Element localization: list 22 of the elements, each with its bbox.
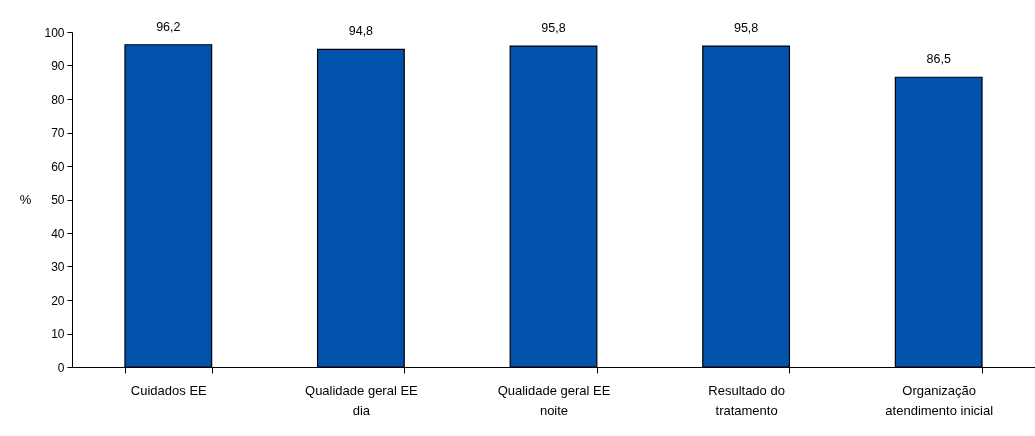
y-tick-label: 90 — [51, 59, 65, 73]
y-tick-label: 80 — [51, 92, 65, 107]
data-label: 86,5 — [926, 52, 951, 67]
data-label: 96,2 — [156, 19, 181, 34]
y-tick-label: 100 — [44, 25, 65, 40]
data-label: 95,8 — [541, 21, 566, 36]
y-tick-label: 70 — [51, 126, 65, 140]
x-tick-label: Organização atendimento inicial — [885, 382, 994, 418]
data-label: 94,8 — [348, 24, 374, 39]
y-tick-label: 40 — [51, 226, 65, 241]
y-tick-label: 50 — [51, 193, 65, 207]
x-tick-label: Qualidade geral EE noite — [497, 382, 611, 418]
x-tick-label: Qualidade geral EE dia — [305, 382, 419, 418]
y-tick-label: 30 — [51, 260, 65, 274]
x-tick-label: Cuidados EE — [130, 382, 208, 398]
y-tick-label: 0 — [57, 360, 65, 375]
x-tick-label: Resultado do tratamento — [708, 382, 785, 418]
y-axis-title: % — [19, 192, 32, 207]
y-tick-label: 10 — [51, 327, 65, 341]
data-label: 95,8 — [733, 21, 759, 36]
y-tick-label: 60 — [51, 159, 65, 174]
y-tick-label: 20 — [51, 293, 65, 308]
